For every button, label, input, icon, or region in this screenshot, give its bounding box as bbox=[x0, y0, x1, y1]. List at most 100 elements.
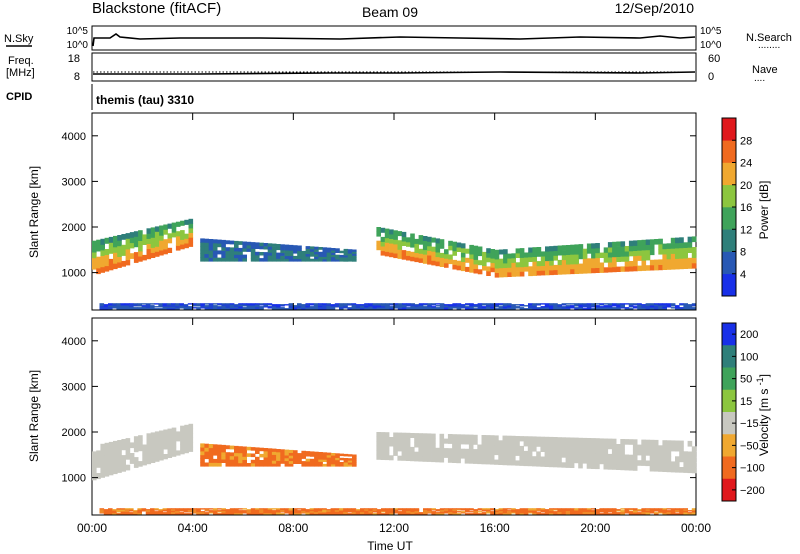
range-cell bbox=[263, 451, 269, 455]
range-cell bbox=[402, 510, 407, 512]
range-cell bbox=[620, 303, 625, 305]
range-cell bbox=[213, 306, 218, 308]
range-cell bbox=[452, 513, 457, 515]
range-cell bbox=[582, 268, 588, 274]
range-cell bbox=[439, 438, 445, 444]
range-cell bbox=[465, 513, 470, 515]
range-cell bbox=[687, 467, 693, 474]
range-cell bbox=[599, 262, 605, 268]
range-cell bbox=[192, 511, 197, 513]
range-cell bbox=[335, 461, 340, 465]
range-cell bbox=[234, 306, 239, 308]
range-cell bbox=[212, 257, 218, 262]
range-cell bbox=[339, 508, 344, 510]
range-cell bbox=[188, 437, 194, 443]
range-cell bbox=[150, 442, 156, 448]
range-cell bbox=[200, 508, 205, 510]
range-cell bbox=[246, 446, 252, 451]
range-cell bbox=[271, 454, 277, 458]
range-cell bbox=[229, 247, 235, 252]
range-cell bbox=[599, 443, 604, 449]
range-cell bbox=[368, 510, 373, 512]
range-cell bbox=[92, 252, 97, 259]
range-cell bbox=[133, 511, 138, 513]
range-cell bbox=[146, 238, 152, 244]
range-cell bbox=[339, 513, 344, 515]
range-cell bbox=[360, 307, 365, 309]
range-cell bbox=[96, 450, 101, 457]
range-cell bbox=[246, 245, 252, 249]
range-cell bbox=[113, 462, 118, 469]
range-cell bbox=[204, 447, 209, 452]
range-cell bbox=[616, 449, 621, 455]
range-cell bbox=[150, 252, 156, 258]
range-cell bbox=[666, 259, 672, 265]
range-cell bbox=[456, 247, 462, 252]
range-cell bbox=[603, 307, 609, 309]
range-cell bbox=[620, 510, 625, 512]
range-cell bbox=[590, 438, 596, 444]
range-cell bbox=[582, 513, 588, 515]
range-cell bbox=[423, 512, 428, 514]
range-cell bbox=[364, 513, 369, 515]
range-cell bbox=[536, 436, 541, 442]
range-cell bbox=[611, 449, 617, 455]
range-cell bbox=[658, 306, 663, 308]
range-cell bbox=[591, 258, 596, 264]
range-cell bbox=[452, 434, 457, 440]
range-cell bbox=[582, 305, 588, 307]
range-cell bbox=[557, 250, 563, 256]
range-cell bbox=[271, 508, 277, 510]
range-cell bbox=[125, 443, 131, 450]
range-cell bbox=[280, 308, 285, 310]
range-cell bbox=[297, 303, 302, 305]
range-cell bbox=[578, 437, 583, 444]
range-cell bbox=[108, 306, 113, 308]
range-cell bbox=[401, 250, 407, 256]
range-cell bbox=[473, 268, 479, 274]
range-cell bbox=[339, 257, 344, 260]
range-cell bbox=[662, 259, 667, 265]
range-cell bbox=[519, 436, 524, 442]
range-cell bbox=[502, 304, 508, 306]
range-cell bbox=[326, 304, 331, 306]
y-tick-label: 4000 bbox=[62, 131, 86, 143]
range-cell bbox=[523, 305, 529, 307]
range-cell bbox=[293, 452, 298, 456]
range-cell bbox=[217, 459, 222, 463]
range-cell bbox=[503, 272, 508, 278]
range-cell bbox=[675, 248, 680, 254]
range-cell bbox=[339, 511, 344, 513]
range-cell bbox=[649, 450, 655, 456]
range-cell bbox=[620, 439, 625, 445]
range-cell bbox=[666, 306, 672, 308]
range-cell bbox=[489, 440, 495, 446]
range-cell bbox=[276, 306, 281, 308]
range-cell bbox=[439, 509, 445, 511]
range-cell bbox=[187, 510, 193, 512]
range-cell bbox=[166, 303, 172, 305]
range-cell bbox=[146, 453, 152, 460]
range-cell bbox=[163, 454, 168, 460]
nave-label: Nave bbox=[752, 64, 778, 76]
range-cell bbox=[469, 508, 474, 510]
range-cell bbox=[259, 460, 264, 464]
range-cell bbox=[141, 307, 147, 309]
range-cell bbox=[637, 512, 642, 514]
range-cell bbox=[469, 304, 474, 306]
range-cell bbox=[641, 304, 646, 306]
range-cell bbox=[347, 307, 352, 309]
range-cell bbox=[490, 307, 495, 309]
range-cell bbox=[372, 308, 378, 310]
range-cell bbox=[288, 460, 294, 464]
range-cell bbox=[267, 511, 273, 513]
range-cell bbox=[527, 446, 533, 452]
range-cell bbox=[162, 307, 168, 309]
range-cell bbox=[166, 511, 172, 513]
range-cell bbox=[528, 508, 533, 510]
range-cell bbox=[368, 305, 373, 307]
range-cell bbox=[503, 249, 508, 255]
range-cell bbox=[221, 459, 226, 463]
range-cell bbox=[309, 509, 315, 511]
range-cell bbox=[352, 253, 357, 256]
